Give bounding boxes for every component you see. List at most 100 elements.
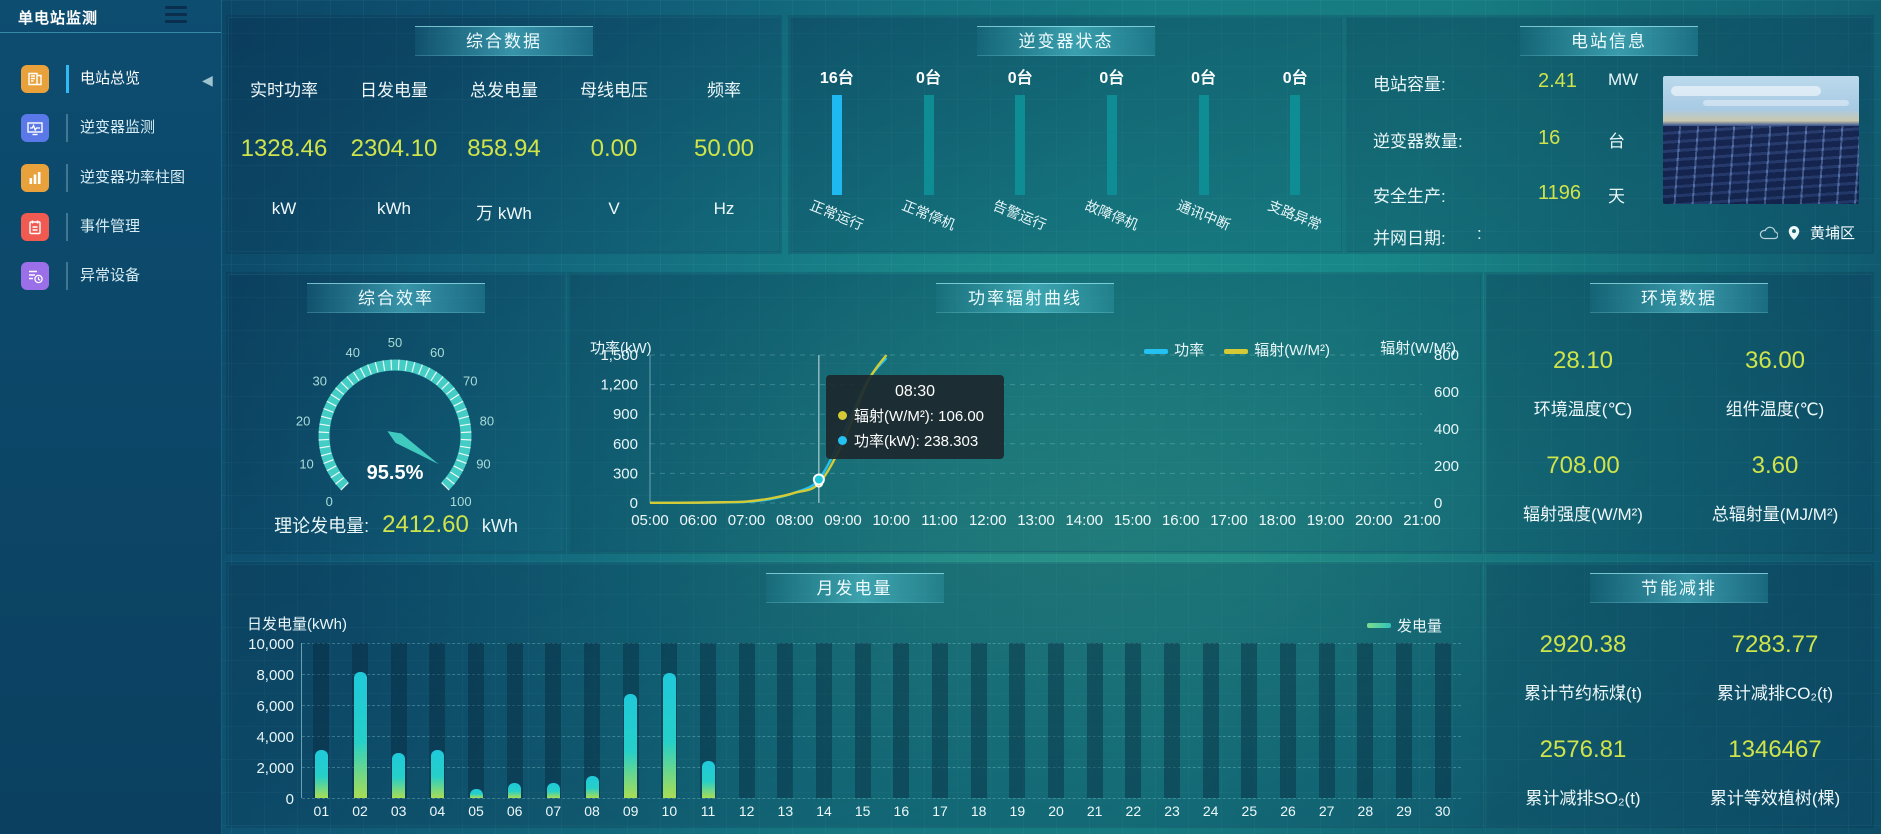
info-value: 16 [1538,127,1561,149]
panel-title-power-curve: 功率辐射曲线 [936,283,1114,313]
generation-bar[interactable] [508,782,522,798]
tooltip-text: 功率(kW): 238.303 [854,433,979,450]
x-tick-label: 23 [1164,803,1180,819]
inverter-bar [831,95,842,195]
generation-bar[interactable] [701,760,715,798]
inverter-status-chart[interactable]: 16台 正常运行 0台 正常停机 0台 告警运行 0台 故障停机 0台 通讯中断 0台 支路异常 [791,64,1341,233]
svg-text:300: 300 [613,465,638,482]
active-indicator [66,163,68,192]
generation-bar[interactable] [430,749,444,798]
panel-title-saving: 节能减排 [1590,573,1768,603]
bar-background [932,643,948,798]
radiation-legend-swatch [1224,348,1249,354]
saving-value: 2576.81 [1539,736,1627,763]
svg-text:09:00: 09:00 [824,512,862,529]
active-indicator [66,65,69,93]
metric-label: 总发电量 [470,81,538,100]
svg-text:0: 0 [326,494,333,509]
panel-environment: 环境数据 28.10 环境温度(℃) 36.00 组件温度(℃) 708.00 辐射强度(… [1486,274,1872,552]
legend-item-radiation[interactable]: 辐射(W/M²) [1224,339,1330,360]
x-tick-label: 17 [932,803,948,819]
right-axis-title: 辐射(W/M²) [1380,340,1456,357]
tooltip-time: 08:30 [894,383,936,400]
sidebar-item-label: 逆变器监测 [80,119,156,137]
panel-title-station-info: 电站信息 [1520,26,1698,56]
x-tick-label: 08 [584,803,600,819]
inverter-bar [1106,95,1117,195]
grid-line: 6,000 [256,698,1461,715]
metric-value: 0.00 [590,135,638,162]
sidebar-item-power-bars[interactable]: 逆变器功率柱图 [0,163,222,204]
x-tick-label: 09 [622,803,639,819]
svg-text:08:00: 08:00 [776,512,814,529]
environment-label: 辐射强度(W/M²) [1523,505,1643,524]
panel-monthly: 月发电量 日发电量(kWh) 发电量 10,000 8,000 6,000 4,000… [228,564,1481,826]
environment-value: 36.00 [1744,347,1806,374]
monthly-legend[interactable]: 发电量 [1366,615,1442,636]
sidebar-item-events[interactable]: 事件管理 [0,212,222,253]
bar-background [1434,643,1451,798]
bar-background [893,643,910,798]
sidebar-item-abnormal[interactable]: 异常设备 [0,262,222,302]
info-label: 电站容量: [1373,75,1446,94]
hamburger-menu-icon[interactable] [165,6,187,25]
svg-text:14:00: 14:00 [1065,512,1103,529]
svg-text:400: 400 [1434,421,1459,438]
saving-cell: 2576.81 累计减排SO₂(t) [1487,736,1679,809]
active-indicator [66,212,68,241]
monthly-generation-chart[interactable]: 10,000 8,000 6,000 4,000 2,000 0 01 02 03 04 05 06 0… [248,636,1461,819]
sidebar-item-label: 电站总览 [80,70,141,87]
sidebar-item-overview[interactable]: 电站总览 [0,65,222,105]
panel-summary: 综合数据 实时功率 1328.46 kW 日发电量 2304.10 kWh 总发电量 858.… [228,17,780,252]
bar-background [584,643,600,798]
inverter-state-4: 0台 通讯中断 [1158,64,1250,233]
bar-background [700,643,716,798]
x-tick-label: 12 [738,803,755,819]
inverter-count: 0台 [1282,70,1308,87]
x-tick-label: 14 [816,803,832,819]
station-info-row: 逆变器数量: 16 台 [1347,127,1871,151]
summary-metrics: 实时功率 1328.46 kW 日发电量 2304.10 kWh 总发电量 858.94 万 k… [229,76,779,224]
grid-line: 4,000 [256,729,1461,746]
saving-label: 累计节约标煤(t) [1523,684,1643,703]
line-chart-legend[interactable]: 功率 辐射(W/M²) [1144,339,1330,360]
station-info-row: 电站容量: 2.41 MW [1347,70,1871,94]
tooltip-rows: 辐射(W/M²): 106.00 功率(kW): 238.303 [838,405,992,451]
station-location[interactable]: 黄埔区 [1759,222,1855,243]
collapse-left-icon[interactable]: ◀ [202,72,213,88]
generation-bar[interactable] [469,789,483,798]
svg-text:30: 30 [313,373,327,388]
svg-text:20:00: 20:00 [1355,512,1393,529]
generation-bar[interactable] [624,694,638,798]
bar-background [738,643,755,798]
generation-bar[interactable] [662,673,676,798]
x-tick-label: 06 [506,803,523,819]
x-tick-label: 26 [1280,803,1296,819]
bar-background [816,643,832,798]
svg-text:18:00: 18:00 [1258,512,1296,529]
generation-bar[interactable] [392,753,406,798]
generation-bar[interactable] [353,672,367,798]
generation-bar[interactable] [314,749,328,798]
x-tick-label: 27 [1318,803,1335,819]
inverter-count: 0台 [1007,70,1033,87]
x-tick-label: 07 [545,803,562,819]
generation-bar[interactable] [585,776,599,798]
bar-background [1048,643,1064,798]
environment-value: 708.00 [1546,452,1620,479]
bar-background [854,643,871,798]
info-value: 1196 [1538,182,1582,204]
metric-value: 858.94 [467,135,541,162]
sidebar-item-label: 事件管理 [80,217,141,235]
y-tick-label: 6,000 [256,698,294,715]
efficiency-gauge[interactable]: 0 10 20 30 40 50 60 70 80 90 100 95.5% [229,305,565,515]
y-tick-label: 0 [285,791,294,808]
generation-bar[interactable] [546,783,560,798]
panel-efficiency: 综合效率 0 10 20 30 40 50 60 70 80 90 100 95.5% 理论发电量: … [228,274,564,552]
legend-item-power[interactable]: 功率 [1144,339,1204,360]
svg-text:70: 70 [463,373,477,388]
sidebar-item-inverter[interactable]: 逆变器监测 [0,114,222,154]
bar-background [1241,643,1258,798]
